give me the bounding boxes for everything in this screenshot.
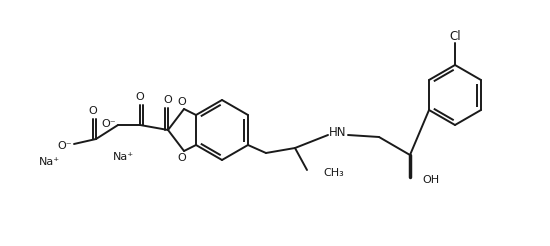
Text: CH₃: CH₃: [323, 168, 344, 178]
Text: O⁻: O⁻: [58, 141, 73, 151]
Text: O⁻: O⁻: [102, 119, 117, 129]
Text: O: O: [164, 95, 172, 105]
Text: O: O: [136, 92, 145, 102]
Text: HN: HN: [329, 125, 346, 138]
Text: OH: OH: [422, 175, 439, 185]
Text: Cl: Cl: [449, 30, 461, 43]
Text: Na⁺: Na⁺: [112, 152, 134, 162]
Text: O: O: [89, 106, 97, 116]
Text: O: O: [178, 153, 186, 163]
Text: Na⁺: Na⁺: [39, 157, 59, 167]
Text: O: O: [178, 97, 186, 107]
